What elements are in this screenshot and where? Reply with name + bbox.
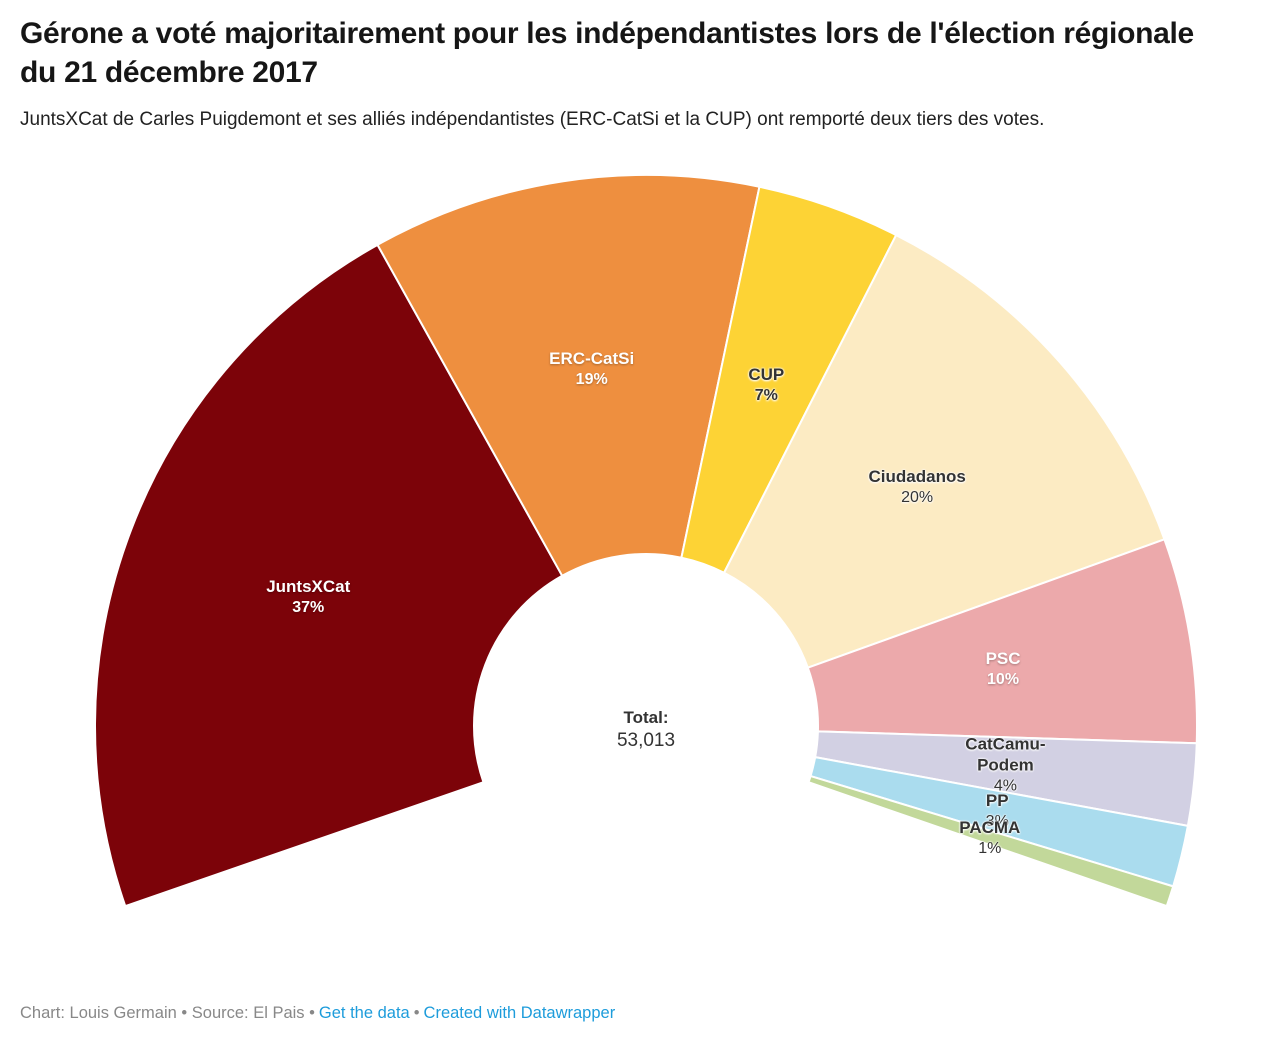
- footer-bullet: •: [413, 1004, 420, 1022]
- slice-pacma[interactable]: [807, 775, 1175, 908]
- footer-credit: Chart: Louis Germain • Source: El Pais •: [20, 1004, 315, 1022]
- page-title: Gérone a voté majoritairement pour les i…: [20, 17, 1194, 89]
- total-value: 53,013: [616, 730, 676, 751]
- total-label: Total: 53,013: [617, 706, 675, 752]
- chart-header: Gérone a voté majoritairement pour les i…: [20, 14, 1260, 132]
- slice-juntsxcat[interactable]: [94, 243, 564, 908]
- total-title: Total:: [623, 708, 669, 727]
- chart-subtitle: JuntsXCat de Carles Puigdemont et ses al…: [20, 109, 1045, 130]
- get-the-data-link[interactable]: Get the data: [318, 1004, 410, 1022]
- slice-psc[interactable]: [806, 538, 1198, 745]
- slice-ciudadanos[interactable]: [723, 234, 1166, 669]
- slice-erc-catsi[interactable]: [376, 174, 761, 577]
- chart-footer: Chart: Louis Germain • Source: El Pais •…: [20, 1003, 619, 1024]
- datawrapper-link[interactable]: Created with Datawrapper: [423, 1004, 616, 1022]
